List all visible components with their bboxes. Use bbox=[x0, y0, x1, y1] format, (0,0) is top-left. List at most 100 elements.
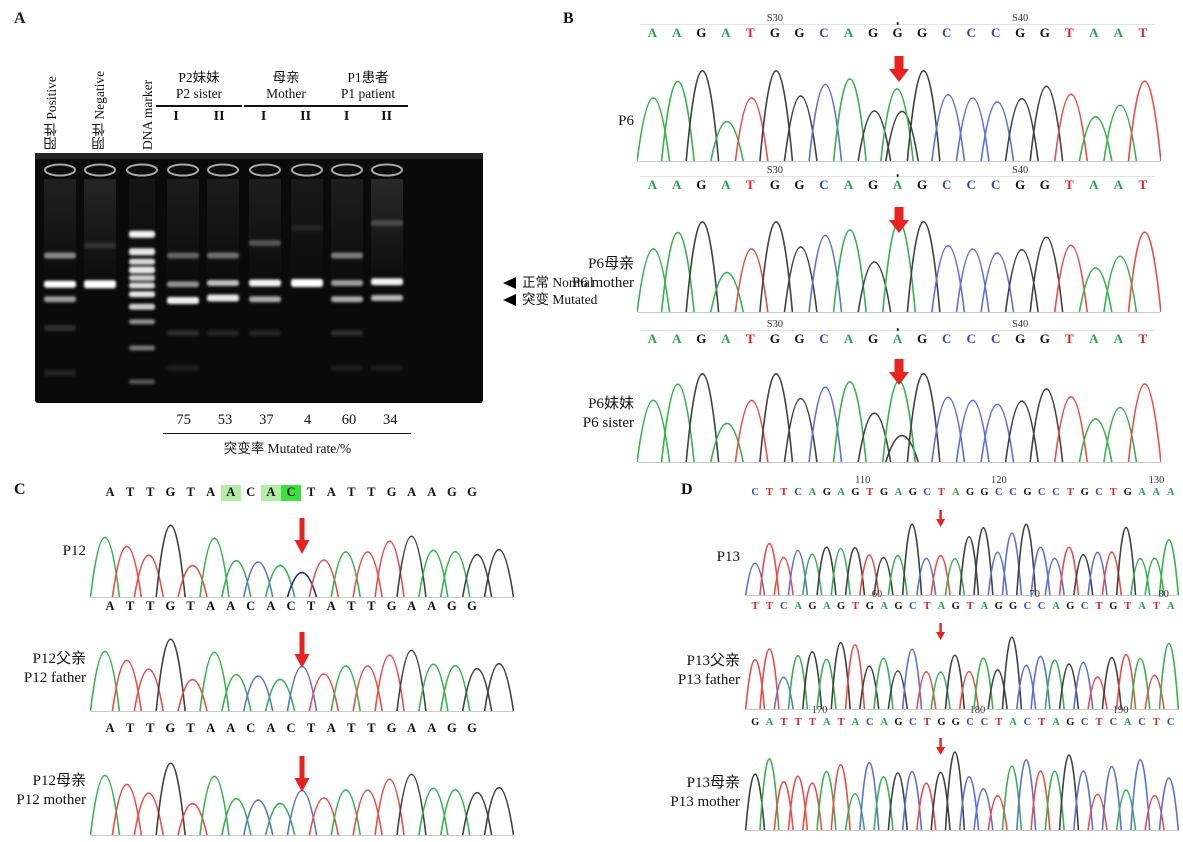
trace-peak bbox=[931, 245, 966, 313]
sequence-letter: T bbox=[966, 601, 974, 612]
sequence-letter: A bbox=[894, 487, 903, 498]
trace-label-p13: P13 bbox=[648, 548, 740, 567]
sequence-letter: G bbox=[908, 487, 917, 498]
sequence-letter: A bbox=[823, 601, 831, 612]
lane-group-p1-patient: P1患者 P1 patient I II bbox=[328, 70, 408, 126]
trace-peak bbox=[1004, 97, 1039, 162]
trace-label-line: P6 sister bbox=[582, 414, 634, 431]
position-marker: 130 bbox=[1148, 474, 1165, 486]
gel-band bbox=[331, 252, 363, 259]
trace-peak bbox=[418, 787, 449, 836]
trace-peak bbox=[461, 667, 493, 712]
mutation-arrow-icon bbox=[894, 359, 904, 372]
trace-peak bbox=[987, 551, 1008, 596]
trace-peak bbox=[1101, 765, 1122, 831]
sequence-letter: A bbox=[843, 25, 854, 40]
sequence-letter: A bbox=[808, 487, 817, 498]
sequence-letter: G bbox=[696, 25, 707, 40]
trace-peak bbox=[1044, 557, 1065, 596]
trace-peak bbox=[177, 678, 208, 712]
trace-peak bbox=[906, 70, 941, 162]
sequence-letter: T bbox=[347, 721, 356, 735]
p12-chromatogram bbox=[90, 518, 514, 598]
panel-a-label: A bbox=[14, 10, 26, 27]
p12-mother-chromatogram bbox=[90, 756, 514, 836]
trace-peak bbox=[802, 782, 823, 831]
sequence-letter: C bbox=[286, 599, 296, 613]
sequence-letter: G bbox=[994, 601, 1003, 612]
gel-band bbox=[291, 279, 323, 287]
sequence-letter: C bbox=[819, 177, 829, 192]
gel-band bbox=[129, 345, 155, 351]
sequence-letter: A bbox=[427, 485, 437, 499]
trace-peak bbox=[177, 564, 208, 598]
p13-father-chromatogram bbox=[744, 623, 1180, 710]
sequence-letter: G bbox=[696, 331, 707, 346]
sequence-letter: A bbox=[1089, 331, 1099, 346]
trace-label-p6-mother: P6母亲 P6 mother bbox=[540, 255, 634, 293]
sequence-letter: G bbox=[865, 601, 874, 612]
sequence-letter: T bbox=[1138, 331, 1148, 346]
trace-peak bbox=[352, 551, 383, 598]
rates-caption: 突变率 Mutated rate/% bbox=[223, 441, 352, 456]
sequence-letter: A bbox=[1113, 177, 1124, 192]
sequence-letter: A bbox=[647, 177, 657, 192]
position-marker: 80 bbox=[1158, 588, 1169, 600]
gel-band bbox=[249, 240, 281, 246]
sequence-letter: G bbox=[165, 599, 176, 613]
trace-peak bbox=[802, 651, 823, 710]
sequence-letter: G bbox=[822, 487, 831, 498]
trace-label-p13-mother: P13母亲 P13 mother bbox=[648, 774, 740, 812]
trace-peak bbox=[885, 110, 919, 162]
sequence-letter: G bbox=[867, 331, 879, 346]
trace-peak bbox=[1016, 759, 1037, 831]
trace-peak bbox=[685, 373, 720, 463]
trace-peak bbox=[286, 665, 318, 712]
sequence-letter: A bbox=[206, 485, 216, 499]
trace-peak bbox=[759, 221, 794, 313]
sequence-letter: A bbox=[885, 328, 910, 347]
gel-well bbox=[291, 163, 323, 177]
trace-peak bbox=[90, 536, 121, 598]
sequence-letter: C bbox=[1052, 487, 1060, 498]
sequence-letter: C bbox=[991, 331, 1001, 346]
gel-band bbox=[129, 291, 155, 298]
sequence-letter: T bbox=[746, 331, 755, 346]
trace-peak bbox=[887, 555, 908, 596]
trace-peak bbox=[906, 373, 941, 463]
lane-label-dna-marker: DNA marker bbox=[140, 79, 155, 150]
trace-peak bbox=[221, 674, 252, 712]
mutation-arrow-head bbox=[936, 632, 946, 640]
trace-peak bbox=[286, 572, 318, 598]
trace-peak bbox=[734, 97, 769, 162]
gel-well bbox=[207, 163, 239, 177]
sequence-letter: A bbox=[843, 177, 854, 192]
trace-peak bbox=[844, 643, 866, 710]
sequence-letter: T bbox=[1109, 487, 1117, 498]
lane-numeral: II bbox=[213, 109, 225, 125]
trace-peak bbox=[980, 403, 1015, 463]
trace-peak bbox=[1004, 248, 1039, 313]
trace-peak bbox=[483, 548, 514, 598]
trace-peak bbox=[440, 550, 471, 598]
sequence-letter: G bbox=[794, 331, 805, 346]
sequence-letter: C bbox=[1009, 487, 1017, 498]
sequence-letter: G bbox=[751, 717, 760, 728]
position-marker: S30 bbox=[766, 12, 784, 24]
lane-numeral: II bbox=[381, 109, 393, 125]
trace-peak bbox=[787, 775, 809, 831]
trace-peak bbox=[987, 669, 1008, 710]
p6-chromatogram bbox=[637, 56, 1161, 162]
sequence-letter: C bbox=[991, 25, 1001, 40]
trace-peak bbox=[901, 648, 923, 710]
trace-label-p13-father: P13父亲 P13 father bbox=[648, 652, 740, 690]
gel-band bbox=[331, 365, 363, 371]
trace-peak bbox=[1144, 557, 1165, 596]
trace-peak bbox=[155, 638, 186, 712]
trace-label-p12-mother: P12母亲 P12 mother bbox=[12, 772, 86, 810]
gel-band bbox=[167, 297, 199, 304]
sequence-letter: T bbox=[146, 485, 155, 499]
sequence-letter: C bbox=[908, 717, 917, 728]
gel-well bbox=[167, 163, 199, 177]
